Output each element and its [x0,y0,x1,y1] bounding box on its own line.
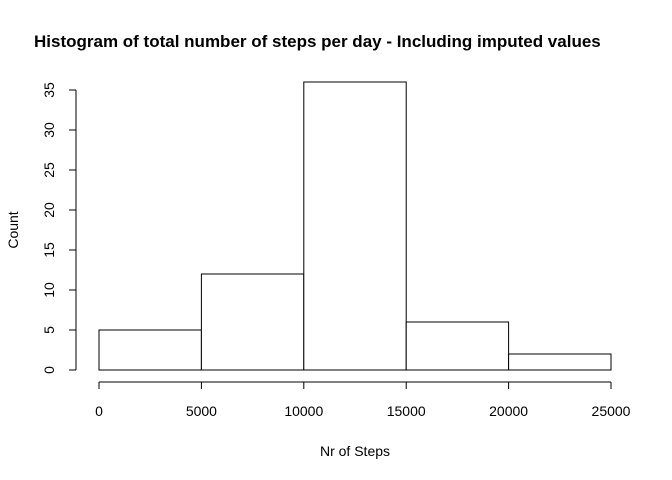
y-tick-label: 15 [41,242,57,258]
y-tick-label: 35 [41,82,57,98]
x-tick-label: 20000 [489,403,528,419]
x-tick-label: 10000 [284,403,323,419]
histogram-bar [508,353,612,371]
bars-group [98,81,612,371]
y-tick-label: 10 [41,282,57,298]
histogram-bar [200,273,305,371]
y-tick-label: 5 [41,326,57,334]
histogram-bar [98,329,202,371]
chart-title: Histogram of total number of steps per d… [34,32,601,51]
x-tick-label: 15000 [387,403,426,419]
y-axis-label: Count [5,211,21,248]
x-axis-label: Nr of Steps [320,443,390,459]
x-axis: 0 5000 10000 15000 20000 25000 [95,381,631,419]
x-tick-label: 0 [95,403,103,419]
y-tick-label: 25 [41,162,57,178]
x-tick-label: 5000 [186,403,217,419]
y-tick-label: 0 [41,366,57,374]
y-tick-label: 20 [41,202,57,218]
x-tick-label: 25000 [592,403,631,419]
y-axis: 0 5 10 15 20 25 30 35 [41,82,77,374]
histogram-bar [303,81,407,371]
y-tick-label: 30 [41,122,57,138]
histogram-bar [405,321,510,371]
